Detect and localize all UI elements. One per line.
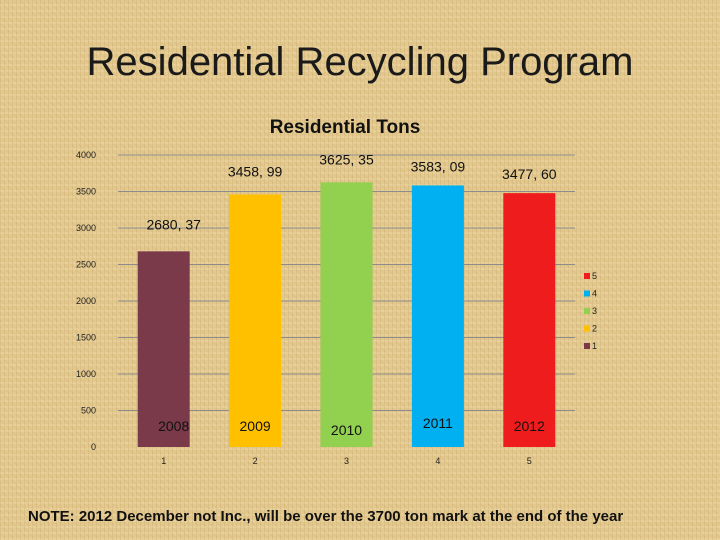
legend-label: 1 — [592, 341, 597, 351]
legend-swatch — [584, 273, 590, 279]
bar — [229, 194, 282, 447]
data-label: 3583, 09 — [411, 158, 466, 174]
y-axis-ticks: 0 500 1000 1500 2000 2500 3000 3500 4000 — [76, 150, 96, 452]
x-axis-ticks: 1 2 3 4 5 — [161, 456, 532, 466]
y-tick-label: 4000 — [76, 150, 96, 160]
year-labels: 2008 2009 2010 2011 2012 — [158, 415, 545, 438]
bar — [137, 251, 190, 447]
data-label: 3477, 60 — [502, 166, 557, 182]
y-tick-label: 2500 — [76, 260, 96, 270]
legend-label: 4 — [592, 289, 597, 299]
y-tick-label: 2000 — [76, 296, 96, 306]
legend-swatch — [584, 343, 590, 349]
legend-label: 5 — [592, 271, 597, 281]
x-tick-label: 1 — [161, 456, 166, 466]
year-label: 2009 — [240, 418, 271, 434]
legend-label: 3 — [592, 306, 597, 316]
year-label: 2008 — [158, 418, 189, 434]
legend-swatch — [584, 325, 590, 332]
bar — [503, 193, 556, 447]
data-label: 2680, 37 — [146, 216, 201, 232]
x-tick-label: 2 — [253, 456, 258, 466]
x-tick-label: 5 — [527, 456, 532, 466]
y-tick-label: 0 — [91, 442, 96, 452]
data-label: 3625, 35 — [319, 151, 374, 167]
year-label: 2012 — [514, 418, 545, 434]
year-label: 2011 — [423, 415, 453, 431]
data-labels: 2680, 37 3458, 99 3625, 35 3583, 09 3477, 60 — [146, 151, 556, 232]
y-tick-label: 500 — [81, 406, 96, 416]
bar — [320, 182, 373, 447]
legend-swatch — [584, 308, 590, 314]
data-label: 3458, 99 — [228, 163, 283, 179]
y-tick-label: 1500 — [76, 333, 96, 343]
y-tick-label: 3500 — [76, 187, 96, 197]
bar — [411, 185, 464, 447]
legend-swatch — [584, 290, 590, 297]
x-tick-label: 4 — [435, 456, 440, 466]
x-tick-label: 3 — [344, 456, 349, 466]
chart-title: Residential Tons — [270, 117, 421, 138]
bars — [137, 182, 556, 447]
year-label: 2010 — [331, 422, 362, 438]
footnote: NOTE: 2012 December not Inc., will be ov… — [28, 508, 624, 525]
y-tick-label: 3000 — [76, 223, 96, 233]
legend: 5 4 3 2 1 — [584, 271, 597, 351]
y-tick-label: 1000 — [76, 369, 96, 379]
slide-title: Residential Recycling Program — [86, 40, 634, 84]
legend-label: 2 — [592, 324, 597, 334]
